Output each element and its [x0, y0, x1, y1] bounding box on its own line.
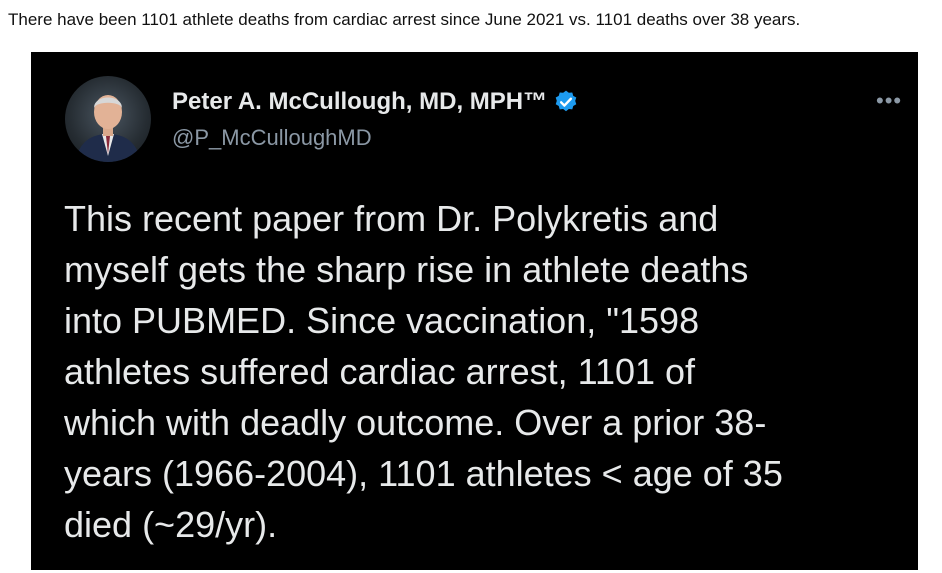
tweet-body-line: which with deadly outcome. Over a prior …	[64, 402, 767, 443]
verified-badge-icon	[555, 90, 577, 112]
avatar[interactable]	[65, 76, 151, 162]
tweet-body-line: myself gets the sharp rise in athlete de…	[64, 249, 749, 290]
author-name-text: Peter A. McCullough, MD, MPH™	[172, 88, 548, 115]
page-caption: There have been 1101 athlete deaths from…	[8, 10, 801, 29]
tweet-body-line: into PUBMED. Since vaccination, "1598	[64, 300, 700, 341]
author-handle[interactable]: @P_McCulloughMD	[172, 125, 372, 150]
tweet-body-line: This recent paper from Dr. Polykretis an…	[64, 198, 719, 239]
tweet-body-line: years (1966-2004), 1101 athletes < age o…	[64, 453, 783, 494]
tweet-body: This recent paper from Dr. Polykretis an…	[64, 193, 914, 550]
tweet-body-line: athletes suffered cardiac arrest, 1101 o…	[64, 351, 696, 392]
avatar-portrait-icon	[75, 95, 141, 162]
tweet-card: Peter A. McCullough, MD, MPH™ @P_McCullo…	[31, 52, 918, 570]
more-options-icon[interactable]: •••	[876, 88, 903, 113]
tweet-body-line: died (~29/yr).	[64, 504, 278, 545]
author-name[interactable]: Peter A. McCullough, MD, MPH™	[172, 88, 579, 116]
